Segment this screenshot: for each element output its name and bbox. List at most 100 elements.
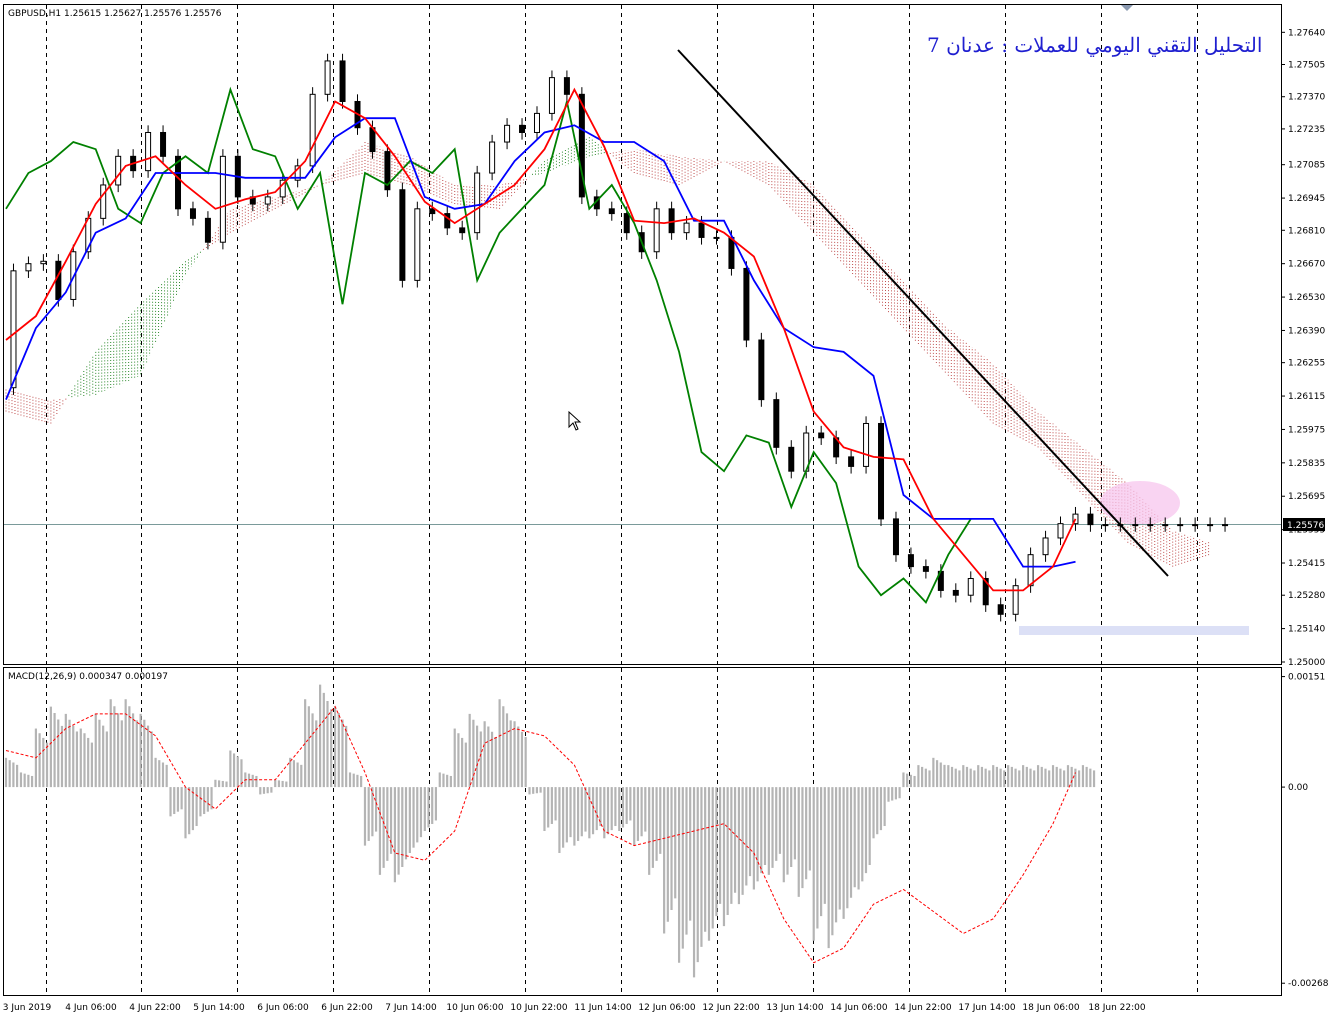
kijun-sen-line bbox=[5, 117, 1076, 568]
time-axis-label: 4 Jun 06:00 bbox=[65, 1003, 117, 1013]
candle-body bbox=[653, 208, 660, 253]
candle-body bbox=[1147, 524, 1154, 527]
candle-body bbox=[1222, 524, 1229, 527]
candle-body bbox=[384, 151, 391, 191]
price-tick-label: 1.26530 bbox=[1288, 293, 1325, 303]
candle-body bbox=[1132, 524, 1139, 527]
price-tick-label: 1.27235 bbox=[1288, 125, 1325, 135]
candle-body bbox=[1177, 524, 1184, 527]
price-tick-label: 1.26810 bbox=[1288, 226, 1325, 236]
candle-body bbox=[533, 112, 540, 133]
candle-body bbox=[788, 446, 795, 472]
candle-body bbox=[623, 213, 630, 234]
time-axis-label: 11 Jun 14:00 bbox=[574, 1003, 631, 1013]
down-trendline[interactable] bbox=[677, 49, 1169, 577]
candle-body bbox=[429, 208, 436, 215]
tenkan-sen-line bbox=[5, 87, 1077, 592]
chikou-span-line bbox=[5, 86, 972, 604]
macd-signal-line bbox=[5, 705, 1076, 964]
candle-body bbox=[1042, 537, 1049, 556]
current-price-label: 1.25576 bbox=[1287, 521, 1324, 531]
candle-body bbox=[264, 196, 271, 205]
time-axis-label: 6 Jun 22:00 bbox=[321, 1003, 373, 1013]
time-axis-label: 12 Jun 06:00 bbox=[638, 1003, 695, 1013]
candle-body bbox=[578, 93, 585, 198]
candle-body bbox=[339, 60, 346, 102]
macd-axis: 0.00151 0.00 -0.00268 bbox=[1281, 673, 1329, 989]
candle-body bbox=[848, 456, 855, 467]
time-axis-label: 7 Jun 14:00 bbox=[385, 1003, 437, 1013]
candle-body bbox=[878, 422, 885, 520]
candle-body bbox=[1087, 513, 1094, 526]
candle-body bbox=[219, 155, 226, 243]
price-tick-label: 1.27085 bbox=[1288, 161, 1325, 171]
candle-body bbox=[55, 260, 62, 300]
time-axis-label: 10 Jun 22:00 bbox=[510, 1003, 567, 1013]
candle-body bbox=[40, 260, 47, 265]
candle-body bbox=[922, 566, 929, 572]
time-axis: 3 Jun 2019 4 Jun 06:00 4 Jun 22:00 5 Jun 14… bbox=[3, 1003, 1146, 1013]
price-tick-label: 1.25695 bbox=[1288, 492, 1325, 502]
candle-body bbox=[758, 339, 765, 401]
candle-body bbox=[1207, 524, 1214, 527]
time-grid bbox=[46, 5, 1198, 995]
time-axis-label: 6 Jun 06:00 bbox=[257, 1003, 309, 1013]
candle-body bbox=[444, 213, 451, 229]
candle-body bbox=[1057, 523, 1064, 539]
price-tick-label: 1.26115 bbox=[1288, 392, 1325, 402]
candle-body bbox=[145, 131, 152, 172]
price-tick-label: 1.26390 bbox=[1288, 326, 1325, 336]
candle-body bbox=[952, 589, 959, 596]
price-axis: 1.27640 1.27505 1.27370 1.27235 1.27085 1.269… bbox=[1281, 28, 1325, 668]
candle-body bbox=[982, 578, 989, 606]
price-tick-label: 1.25835 bbox=[1288, 459, 1325, 469]
price-tick-label: 1.25975 bbox=[1288, 425, 1325, 435]
price-tick-label: 1.25000 bbox=[1288, 658, 1325, 668]
price-tick-label: 1.26255 bbox=[1288, 359, 1325, 369]
chart-shift-marker[interactable] bbox=[1121, 5, 1133, 11]
candle-body bbox=[683, 222, 690, 234]
candle-body bbox=[863, 422, 870, 467]
candle-body bbox=[414, 208, 421, 281]
time-axis-label: 3 Jun 2019 bbox=[3, 1003, 52, 1013]
candle-body bbox=[773, 399, 780, 448]
analysis-annotation: التحليل التقني اليومي للعملات : عدنان 7 bbox=[927, 33, 1262, 57]
candle-body bbox=[175, 155, 182, 210]
time-axis-label: 12 Jun 22:00 bbox=[702, 1003, 759, 1013]
candle-body bbox=[100, 184, 107, 219]
candle-body bbox=[1192, 524, 1199, 527]
candle-body bbox=[459, 227, 466, 234]
candle-body bbox=[818, 432, 825, 439]
candle-body bbox=[10, 270, 17, 389]
mouse-cursor-icon bbox=[568, 410, 582, 431]
candle-body bbox=[25, 263, 32, 272]
time-axis-label: 5 Jun 14:00 bbox=[193, 1003, 245, 1013]
price-tick-label: 1.25140 bbox=[1288, 625, 1325, 635]
macd-tick-label: 0.00 bbox=[1288, 783, 1308, 793]
time-axis-label: 13 Jun 14:00 bbox=[766, 1003, 823, 1013]
current-price-tag bbox=[1283, 518, 1325, 531]
price-tick-label: 1.26670 bbox=[1288, 260, 1325, 270]
candle-body bbox=[399, 189, 406, 281]
candle-body bbox=[713, 236, 720, 239]
candle-body bbox=[907, 554, 914, 568]
candle-body bbox=[519, 124, 526, 133]
candle-body bbox=[608, 208, 615, 215]
candle-body bbox=[892, 518, 899, 556]
macd-header: MACD(12,26,9) 0.000347 0.000197 bbox=[8, 672, 168, 682]
candle-body bbox=[997, 604, 1004, 615]
time-axis-label: 18 Jun 22:00 bbox=[1088, 1003, 1145, 1013]
candle-body bbox=[204, 217, 211, 243]
main-chart-frame bbox=[3, 4, 1282, 665]
candle-body bbox=[324, 60, 331, 95]
candle-body bbox=[115, 155, 122, 186]
price-tick-label: 1.26945 bbox=[1288, 194, 1325, 204]
price-tick-label: 1.27640 bbox=[1288, 28, 1325, 38]
price-tick-label: 1.25415 bbox=[1288, 559, 1325, 569]
candle-body bbox=[1162, 524, 1169, 527]
candle-body bbox=[160, 131, 167, 157]
time-axis-label: 14 Jun 22:00 bbox=[894, 1003, 951, 1013]
main-chart-header: GBPUSD,H1 1.25615 1.25627 1.25576 1.2557… bbox=[8, 9, 222, 19]
candle-body bbox=[1102, 524, 1109, 527]
